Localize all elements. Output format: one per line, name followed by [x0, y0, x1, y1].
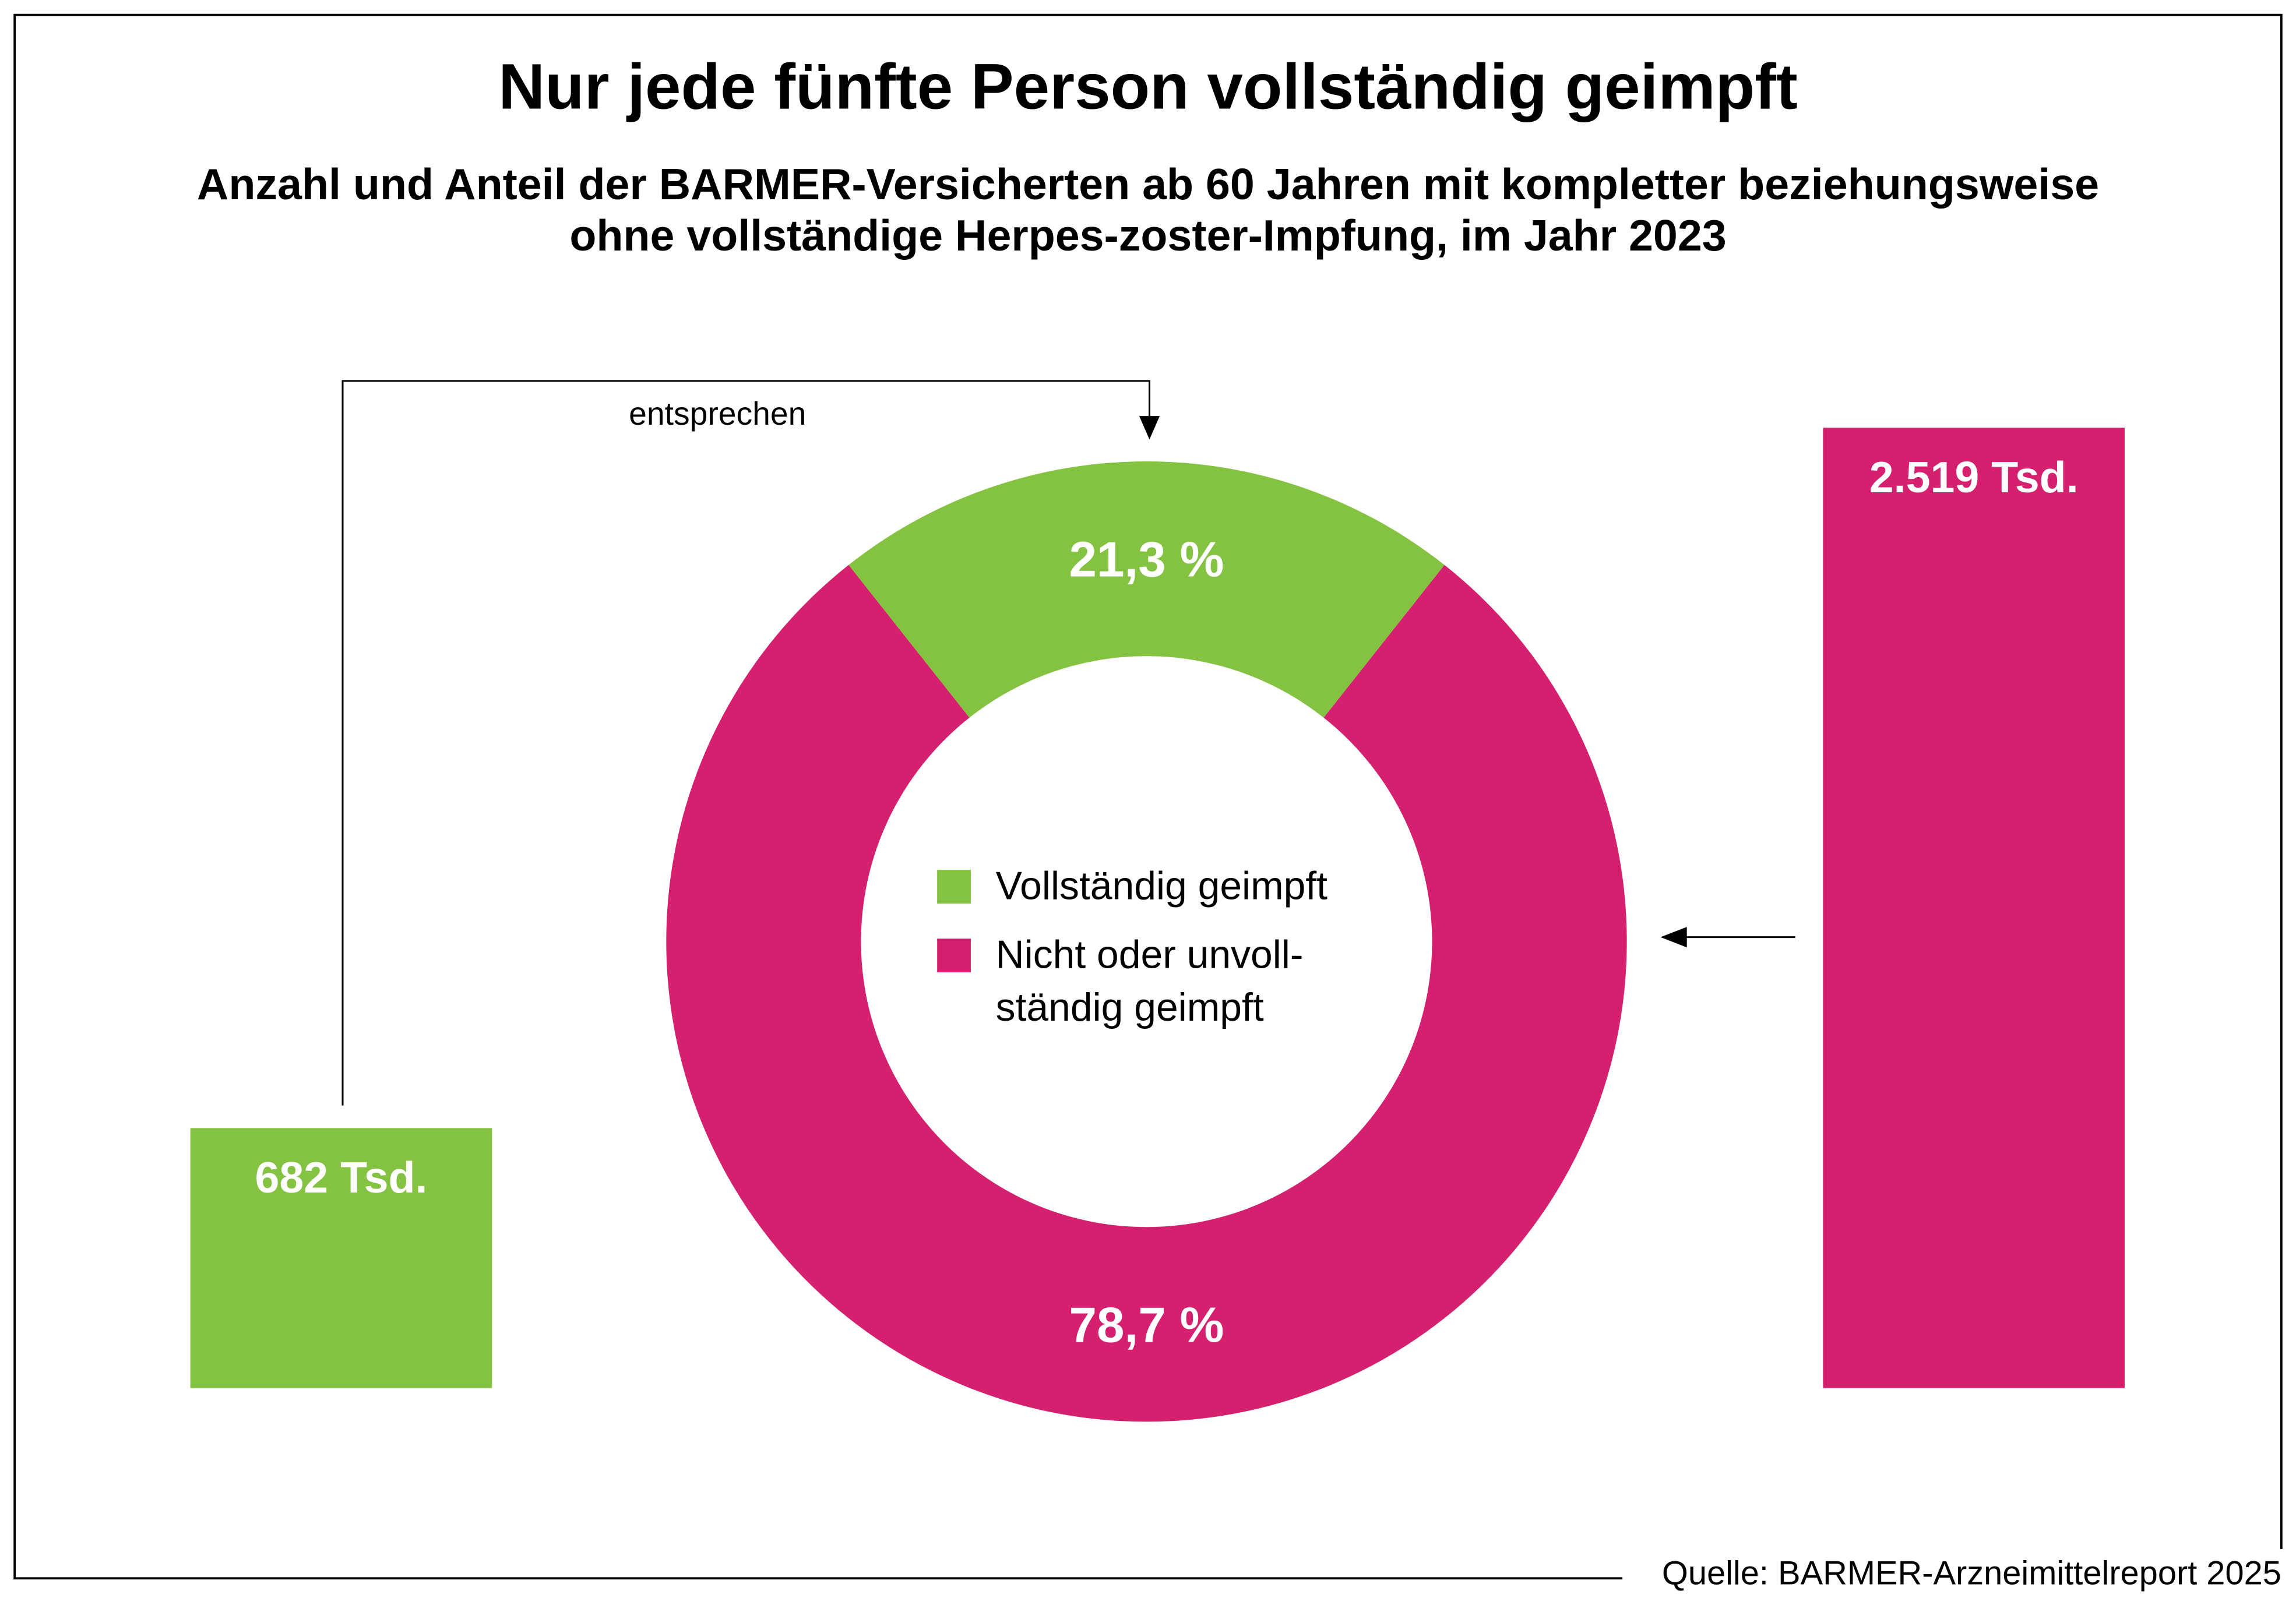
donut-slice-vollstaendig — [848, 461, 1445, 718]
slice-label-vollstaendig: 21,3 % — [1069, 532, 1224, 587]
source-note: Quelle: BARMER-Arzneimittelreport 2025 — [1662, 1554, 2281, 1592]
chart-title: Nur jede fünfte Person vollständig geimp… — [498, 51, 1798, 122]
legend-label-vollstaendig: Vollständig geimpft — [996, 864, 1328, 908]
chart-subtitle-line-2: ohne vollständige Herpes-zoster-Impfung,… — [569, 211, 1726, 260]
bar-vollstaendig — [190, 1128, 492, 1388]
arrow-left-icon — [1660, 927, 1687, 948]
connector-line — [341, 380, 1151, 1106]
bar-label-nicht-vollstaendig: 2.519 Tsd. — [1869, 453, 2079, 502]
chart-subtitle-line-1: Anzahl und Anteil der BARMER-Versicherte… — [197, 160, 2099, 209]
frame — [13, 13, 2283, 1580]
legend-label-nicht-line-1: Nicht oder unvoll- — [996, 933, 1304, 976]
connector-label: entsprechen — [629, 396, 806, 432]
bar-nicht-vollstaendig — [1823, 428, 2125, 1388]
donut — [666, 461, 1627, 1422]
bar-label-vollstaendig: 682 Tsd. — [255, 1153, 427, 1202]
arrow-down-icon — [1139, 416, 1160, 440]
slice-label-nicht-vollstaendig: 78,7 % — [1069, 1297, 1224, 1353]
legend-swatch-magenta — [937, 939, 971, 972]
legend-label-nicht-line-2: ständig geimpft — [996, 986, 1264, 1029]
donut-slice-nicht-vollstaendig — [666, 565, 1627, 1422]
legend-swatch-green — [937, 870, 971, 904]
